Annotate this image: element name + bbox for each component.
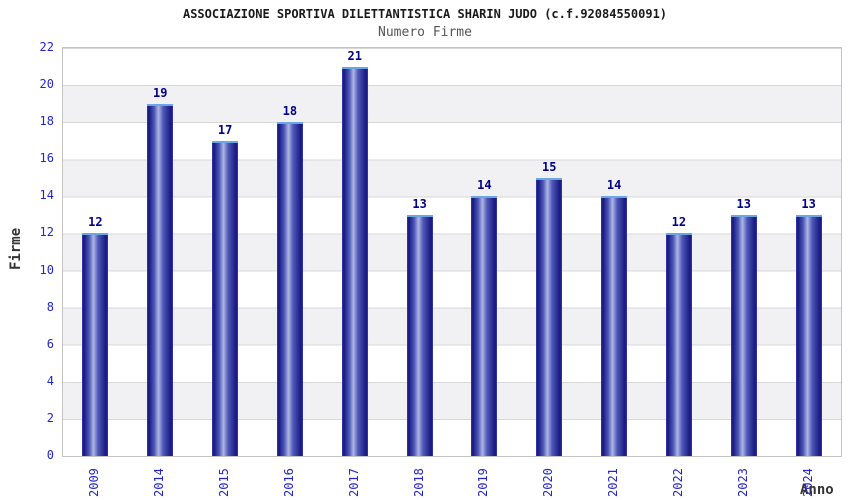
- bar-value-label: 14: [606, 178, 622, 193]
- bar-value-label: 18: [282, 104, 298, 119]
- bar-value-label: 12: [88, 215, 103, 230]
- bar-2017: [341, 66, 368, 456]
- y-tick-label: 14: [39, 188, 54, 203]
- x-tick-label: 2022: [670, 468, 685, 497]
- bar-2020: [536, 177, 563, 456]
- y-tick-label: 10: [39, 262, 54, 277]
- x-tick-label: 2014: [152, 468, 167, 497]
- bar-value-label: 15: [542, 159, 557, 174]
- bar-2022: [665, 233, 692, 456]
- bar-2018: [406, 214, 433, 456]
- y-tick-label: 0: [46, 448, 54, 462]
- bar-2014: [147, 103, 174, 456]
- bar-value-label: 13: [736, 196, 751, 211]
- bar-2015: [212, 140, 239, 456]
- y-tick-label: 6: [46, 336, 54, 351]
- bar-2019: [471, 196, 498, 456]
- y-tick-label: 16: [39, 151, 54, 166]
- x-tick-label: 2023: [735, 468, 750, 497]
- bar-2016: [276, 122, 303, 456]
- x-tick-label: 2020: [541, 468, 556, 497]
- bar-value-label: 12: [671, 215, 687, 230]
- x-tick-label: 2015: [217, 468, 232, 497]
- x-tick-label: 2019: [476, 468, 491, 497]
- y-tick-label: 20: [39, 77, 54, 92]
- x-tick-label: 2016: [281, 468, 296, 497]
- bar-value-label: 19: [153, 85, 168, 100]
- x-tick-label: 2017: [346, 468, 361, 497]
- y-tick-label: 8: [46, 299, 54, 314]
- y-tick-label: 12: [39, 225, 54, 240]
- y-tick-label: 22: [39, 40, 54, 54]
- x-tick-label: 2018: [411, 468, 426, 497]
- bar-2021: [601, 196, 628, 456]
- y-tick-label: 18: [39, 114, 54, 129]
- x-tick-label: 2009: [87, 468, 102, 497]
- bar-value-label: 13: [412, 196, 427, 211]
- bar-2009: [82, 233, 109, 456]
- bar-2023: [730, 214, 757, 456]
- x-axis-title: Anno: [800, 482, 834, 498]
- bar-value-label: 21: [347, 48, 362, 63]
- x-tick-label: 2021: [606, 468, 621, 497]
- bar-value-label: 17: [217, 122, 233, 137]
- bar-value-label: 13: [801, 196, 816, 211]
- chart-subtitle: Numero Firme: [378, 25, 472, 40]
- plot-area: 12 19 17 18 21 13 14 15 14 12 13 13: [62, 47, 842, 457]
- y-tick-label: 2: [46, 410, 54, 425]
- chart-title: ASSOCIAZIONE SPORTIVA DILETTANTISTICA SH…: [182, 7, 668, 21]
- bar-value-label: 14: [477, 178, 492, 193]
- bar-2024: [795, 214, 822, 456]
- y-tick-label: 4: [46, 373, 54, 388]
- x-tick-label: 2024: [800, 468, 815, 497]
